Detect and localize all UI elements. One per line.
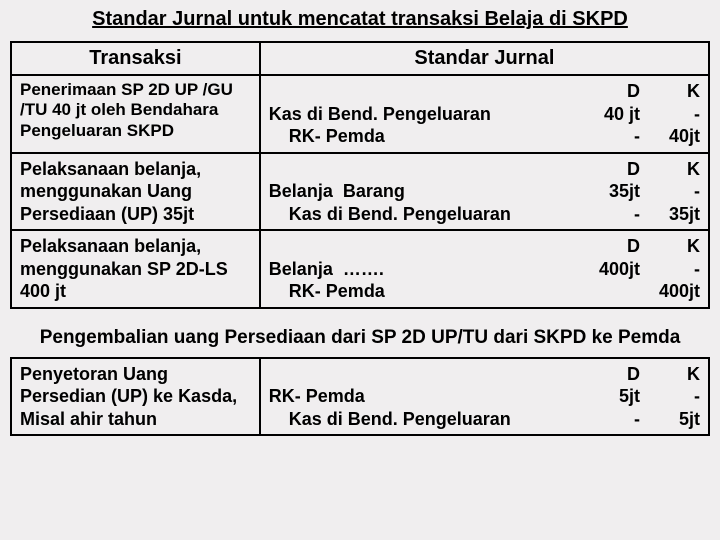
debit-column: D 40 jt - bbox=[590, 80, 640, 148]
accounts-block: Belanja Barang Kas di Bend. Pengeluaran bbox=[269, 158, 584, 226]
kredit-column: K - 35jt bbox=[650, 158, 700, 226]
table-row: Pelaksanaan belanja, menggunakan Uang Pe… bbox=[11, 153, 709, 231]
journal-table-1: Transaksi Standar Jurnal Penerimaan SP 2… bbox=[10, 41, 710, 309]
debit-column: D 400jt bbox=[590, 235, 640, 303]
kredit-column: K - 400jt bbox=[650, 235, 700, 303]
journal-table-2: Penyetoran Uang Persedian (UP) ke Kasda,… bbox=[10, 357, 710, 437]
accounts-block: Kas di Bend. Pengeluaran RK- Pemda bbox=[269, 80, 584, 148]
debit-column: D 35jt - bbox=[590, 158, 640, 226]
table-row: Penyetoran Uang Persedian (UP) ke Kasda,… bbox=[11, 358, 709, 436]
kredit-column: K - 5jt bbox=[650, 363, 700, 431]
kredit-column: K - 40jt bbox=[650, 80, 700, 148]
jurnal-cell: Belanja Barang Kas di Bend. Pengeluaran … bbox=[260, 153, 709, 231]
transaksi-cell: Pelaksanaan belanja, menggunakan SP 2D-L… bbox=[11, 230, 260, 308]
jurnal-cell: RK- Pemda Kas di Bend. Pengeluaran D 5jt… bbox=[260, 358, 709, 436]
table-row: Penerimaan SP 2D UP /GU /TU 40 jt oleh B… bbox=[11, 75, 709, 153]
transaksi-cell: Pelaksanaan belanja, menggunakan Uang Pe… bbox=[11, 153, 260, 231]
accounts-block: Belanja ……. RK- Pemda bbox=[269, 235, 584, 303]
jurnal-cell: Kas di Bend. Pengeluaran RK- Pemda D 40 … bbox=[260, 75, 709, 153]
debit-column: D 5jt - bbox=[590, 363, 640, 431]
transaksi-cell: Penerimaan SP 2D UP /GU /TU 40 jt oleh B… bbox=[11, 75, 260, 153]
accounts-block: RK- Pemda Kas di Bend. Pengeluaran bbox=[269, 363, 584, 431]
jurnal-cell: Belanja ……. RK- Pemda D 400jt K - 400jt bbox=[260, 230, 709, 308]
transaksi-cell: Penyetoran Uang Persedian (UP) ke Kasda,… bbox=[11, 358, 260, 436]
section-subtitle: Pengembalian uang Persediaan dari SP 2D … bbox=[0, 321, 720, 357]
header-transaksi: Transaksi bbox=[11, 42, 260, 75]
page-title: Standar Jurnal untuk mencatat transaksi … bbox=[0, 0, 720, 41]
table-row: Pelaksanaan belanja, menggunakan SP 2D-L… bbox=[11, 230, 709, 308]
header-jurnal: Standar Jurnal bbox=[260, 42, 709, 75]
